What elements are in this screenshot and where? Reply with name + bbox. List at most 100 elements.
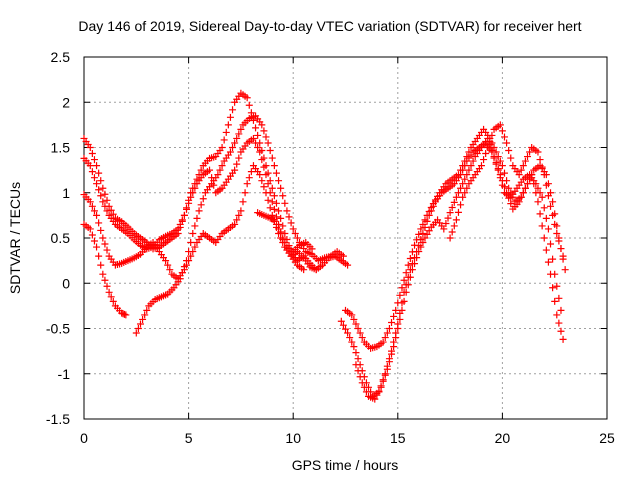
data-point xyxy=(166,266,174,274)
data-point xyxy=(164,261,172,269)
data-point xyxy=(536,210,544,218)
data-point xyxy=(417,225,425,233)
data-point xyxy=(538,222,546,230)
data-point xyxy=(239,198,247,206)
data-point xyxy=(454,171,462,179)
x-tick-labels: 0 5 10 15 20 25 xyxy=(80,430,615,446)
data-point xyxy=(515,198,523,206)
data-point xyxy=(500,133,508,141)
data-point xyxy=(555,319,563,327)
data-point xyxy=(540,234,548,242)
data-point xyxy=(526,148,534,156)
data-point xyxy=(517,193,525,201)
data-point xyxy=(509,193,517,201)
data-point xyxy=(195,207,203,215)
data-point xyxy=(542,246,550,254)
data-point xyxy=(90,156,98,164)
data-point xyxy=(551,297,559,305)
data-point xyxy=(141,311,149,319)
data-point xyxy=(218,162,226,170)
data-point xyxy=(498,162,506,170)
data-point xyxy=(534,148,542,156)
data-point xyxy=(385,325,393,332)
data-point xyxy=(561,266,569,274)
data-point xyxy=(517,166,525,174)
data-point xyxy=(358,334,366,342)
x-tick-label: 0 xyxy=(80,430,88,446)
data-point xyxy=(404,261,412,269)
data-point xyxy=(275,225,283,233)
data-point xyxy=(90,207,98,215)
data-point xyxy=(553,229,561,237)
data-point xyxy=(423,230,431,238)
data-point xyxy=(231,220,239,228)
data-point xyxy=(354,367,362,375)
data-point xyxy=(530,180,538,188)
x-tick-label: 15 xyxy=(390,430,406,446)
data-point xyxy=(187,239,195,247)
data-point xyxy=(289,225,297,233)
data-point xyxy=(394,299,402,307)
data-point xyxy=(408,266,416,274)
data-point xyxy=(452,216,460,224)
data-point xyxy=(446,209,454,217)
data-point xyxy=(231,139,239,147)
series-track-i xyxy=(352,134,567,403)
data-point xyxy=(480,156,488,164)
data-point xyxy=(521,157,529,165)
data-point xyxy=(243,94,251,102)
y-tick-label: 1.5 xyxy=(51,140,71,156)
data-point xyxy=(557,306,565,314)
data-point xyxy=(95,219,103,227)
data-point xyxy=(459,193,467,201)
data-point xyxy=(350,343,358,351)
data-point xyxy=(337,317,345,325)
data-point xyxy=(103,207,111,215)
data-point xyxy=(266,204,274,212)
data-point xyxy=(269,215,277,223)
data-point xyxy=(233,134,241,142)
data-point xyxy=(252,139,260,147)
data-point xyxy=(415,248,423,256)
data-point xyxy=(419,220,427,228)
data-point xyxy=(496,121,504,129)
data-point xyxy=(377,383,385,391)
data-point xyxy=(187,252,195,260)
data-point xyxy=(559,252,567,260)
data-point xyxy=(287,219,295,227)
data-point xyxy=(352,361,360,369)
data-point xyxy=(180,211,188,219)
data-point xyxy=(97,261,105,269)
data-point xyxy=(406,255,414,263)
data-point xyxy=(547,270,555,278)
data-point xyxy=(404,281,412,289)
data-point xyxy=(162,257,170,265)
data-point xyxy=(241,189,249,197)
data-point xyxy=(549,284,557,292)
data-point xyxy=(553,282,561,290)
data-point xyxy=(233,160,241,168)
data-point xyxy=(421,216,429,224)
data-point xyxy=(191,184,199,192)
data-point xyxy=(350,315,358,323)
data-point xyxy=(233,216,241,224)
y-tick-label: 0.5 xyxy=(51,230,71,246)
data-point xyxy=(268,154,276,162)
data-point xyxy=(515,171,523,179)
data-point xyxy=(463,153,471,161)
data-point xyxy=(490,153,498,161)
data-point xyxy=(260,163,268,171)
data-point xyxy=(270,192,278,200)
data-point xyxy=(264,180,272,188)
chart-title: Day 146 of 2019, Sidereal Day-to-day VTE… xyxy=(78,18,581,34)
data-point xyxy=(189,189,197,197)
data-point xyxy=(450,198,458,206)
data-point xyxy=(465,148,473,156)
data-point xyxy=(388,350,396,358)
data-point xyxy=(90,237,98,245)
data-point xyxy=(488,131,496,139)
data-point xyxy=(291,229,299,237)
data-point xyxy=(88,231,96,239)
data-point xyxy=(534,198,542,206)
data-point xyxy=(101,276,109,284)
